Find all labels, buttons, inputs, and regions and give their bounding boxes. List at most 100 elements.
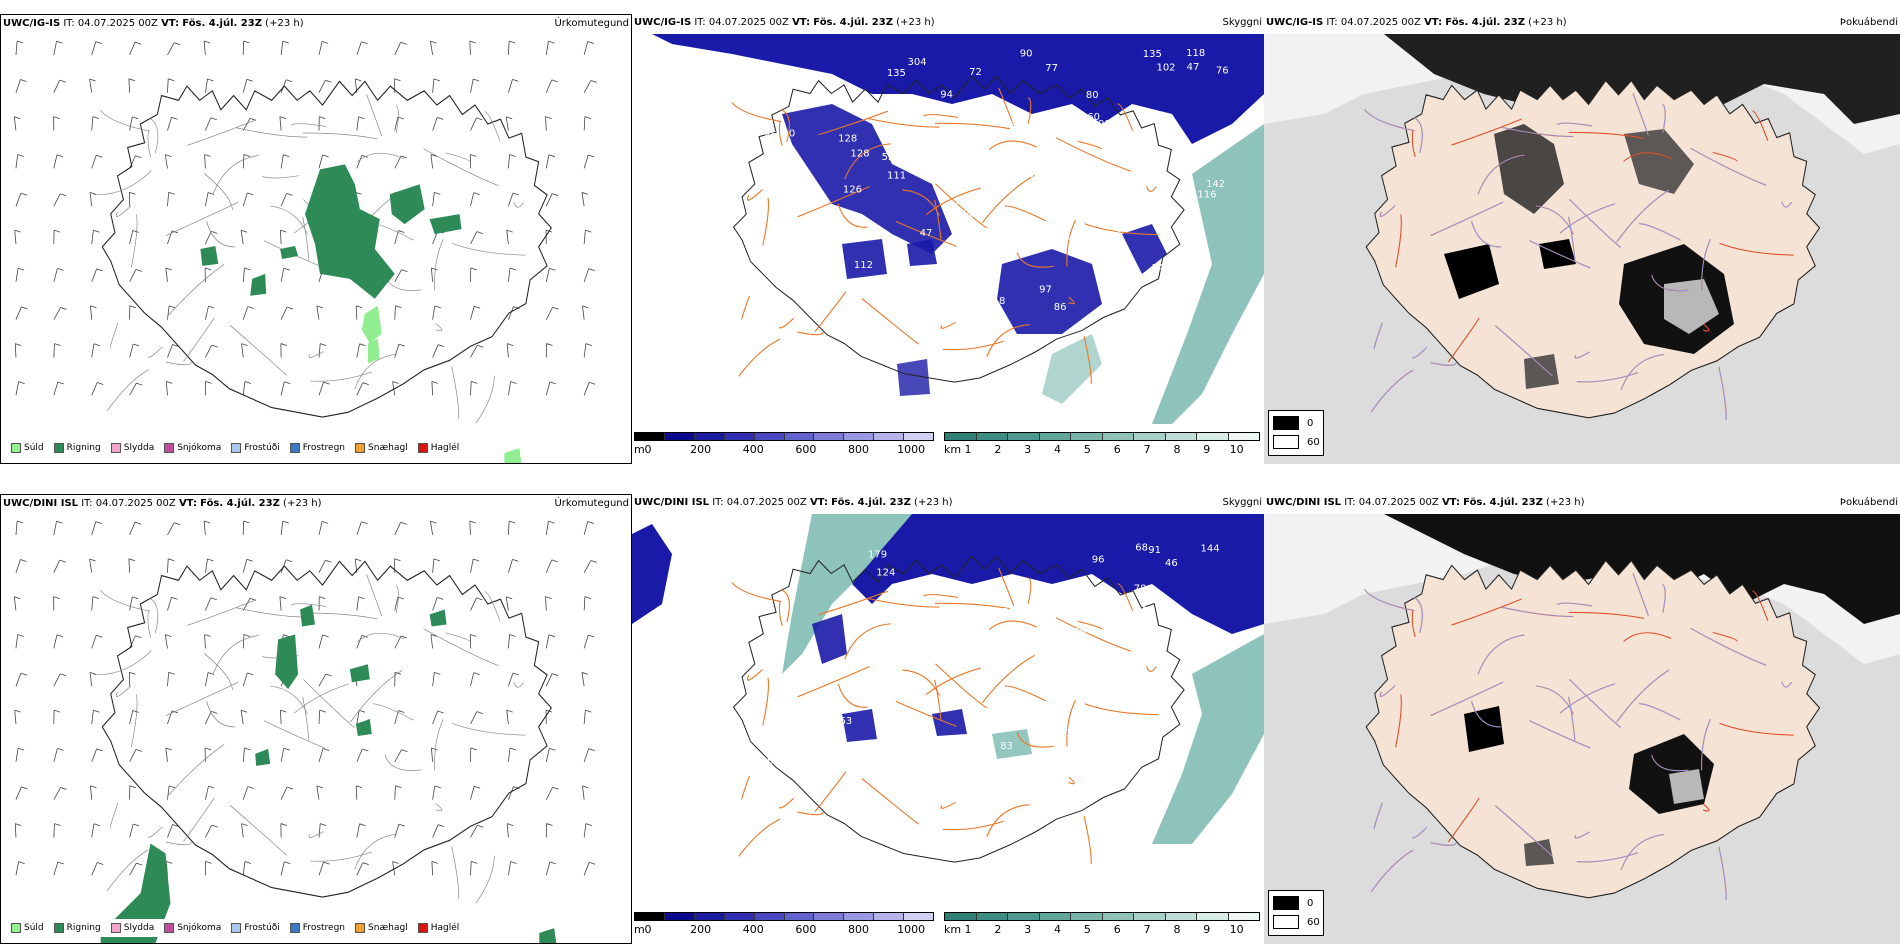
cloud-base-label: 97 xyxy=(1039,284,1052,295)
wind-barb-flag xyxy=(358,116,365,120)
map-line xyxy=(308,351,324,358)
legend-item-slydda: Slydda xyxy=(110,443,154,453)
map-line xyxy=(1471,221,1502,248)
map-line xyxy=(738,818,781,857)
wind-barb xyxy=(470,192,475,207)
wind-barb xyxy=(15,634,19,649)
colorbar-swatch xyxy=(1039,433,1071,440)
wind-barb xyxy=(318,823,321,838)
wind-barb xyxy=(470,231,478,245)
cloud-base-label: 122 xyxy=(1124,754,1143,765)
map-line xyxy=(302,216,310,261)
wind-barb-flag xyxy=(584,596,591,600)
colorbar-swatch xyxy=(904,913,934,920)
cloud-base-label: 96 xyxy=(1049,176,1062,187)
wind-barb xyxy=(280,193,287,207)
wind-barb-flag xyxy=(97,862,104,865)
map-line xyxy=(1027,577,1032,604)
wind-barb xyxy=(318,634,323,649)
init-time: 04.07.2025 00Z xyxy=(726,497,807,508)
wind-barb xyxy=(432,117,438,131)
cloud-base-label: 499 xyxy=(1149,216,1168,227)
map-line xyxy=(942,820,1004,831)
wind-barb-flag xyxy=(552,786,559,790)
wind-barb xyxy=(241,343,244,358)
cloud-base-label: 90 xyxy=(789,739,802,750)
map-line xyxy=(1495,805,1553,857)
wind-barb-flag xyxy=(285,559,293,563)
map-line xyxy=(780,109,790,142)
wind-barb-flag xyxy=(53,229,61,233)
wind-barb-flag xyxy=(135,635,142,639)
colorbar-tick-label: 8 xyxy=(1173,923,1181,936)
wind-barb-flag xyxy=(546,343,553,346)
wind-barb-flag xyxy=(549,267,556,271)
map-line xyxy=(356,152,405,163)
wind-barb xyxy=(470,786,475,800)
map-line xyxy=(988,620,1037,631)
wind-barb-flag xyxy=(506,596,513,600)
legend-item-haglel: Haglél xyxy=(417,443,459,453)
map-line xyxy=(1477,634,1525,675)
iceland-outline xyxy=(732,75,1185,383)
cloud-base-label: 60 xyxy=(1087,112,1100,123)
wind-barb xyxy=(356,41,362,56)
cloud-base-label: 106 xyxy=(1067,627,1086,638)
colorbar-swatch xyxy=(904,433,934,440)
map-line xyxy=(366,574,383,617)
wind-barb-flag xyxy=(588,268,595,272)
map-line xyxy=(1430,201,1504,236)
wind-barb-flag xyxy=(398,343,405,347)
wind-barb xyxy=(318,862,324,876)
wind-barb xyxy=(53,193,61,207)
colorbar-tick-label: 1 xyxy=(964,923,972,936)
map-line xyxy=(149,117,159,154)
map-line xyxy=(291,603,327,607)
wind-barb-flag xyxy=(506,116,513,120)
wind-barb-flag xyxy=(359,343,366,347)
wind-barb-flag xyxy=(246,558,253,562)
wind-barb xyxy=(394,344,400,358)
wind-barb-flag xyxy=(431,381,439,384)
wind-barb xyxy=(583,343,587,358)
colorbar-ticks: 1 2 3 4 5 6 7 8 9 10 xyxy=(965,443,1260,456)
wind-barb-flag xyxy=(470,267,477,271)
cloud-base-label: 107 xyxy=(1069,248,1088,259)
cloud-base-label: 31 xyxy=(1135,605,1148,616)
wind-barb-flag xyxy=(208,785,215,789)
cloud-base-label: 108 xyxy=(957,208,976,219)
colorbar-swatch xyxy=(874,433,905,440)
map-line xyxy=(925,667,982,695)
wind-barb xyxy=(470,597,477,611)
fog-map-svg xyxy=(1264,34,1900,464)
wind-barb xyxy=(470,711,478,725)
wind-barb xyxy=(90,305,93,320)
map-line xyxy=(484,591,501,622)
visibility-map: 86 135 112 128 130 97 116 111 108 122 78 85 115 78 166… xyxy=(632,34,1264,424)
precip-type-legend: Súld Rigning Slydda Snjókoma Frostúði Fr… xyxy=(7,439,464,457)
map-line xyxy=(183,797,215,842)
wind-barb-flag xyxy=(134,521,142,525)
map-line xyxy=(741,775,750,800)
wind-barb xyxy=(91,635,97,649)
wind-barb xyxy=(91,748,98,762)
visibility-colorbar: km 1 2 3 4 5 6 7 8 9 10 xyxy=(944,432,1260,456)
wind-barb xyxy=(53,823,55,838)
wind-barb xyxy=(356,343,360,358)
lead-time: (+23 h) xyxy=(283,498,322,509)
wind-barb xyxy=(242,786,249,800)
wind-barb xyxy=(356,635,363,649)
wind-barb xyxy=(164,634,168,649)
wind-barb-flag xyxy=(469,520,476,524)
wind-barb xyxy=(280,861,285,876)
map-line xyxy=(475,855,495,904)
map-line xyxy=(423,148,499,186)
wind-barb-flag xyxy=(96,634,103,638)
wind-barb xyxy=(240,710,244,725)
wind-barb-flag xyxy=(589,381,596,385)
colorbar-swatch xyxy=(844,913,875,920)
wind-barb-flag xyxy=(128,78,135,82)
colorbar-tick-label: 5 xyxy=(1083,923,1091,936)
map-line xyxy=(867,117,940,128)
map-line xyxy=(1451,598,1522,626)
